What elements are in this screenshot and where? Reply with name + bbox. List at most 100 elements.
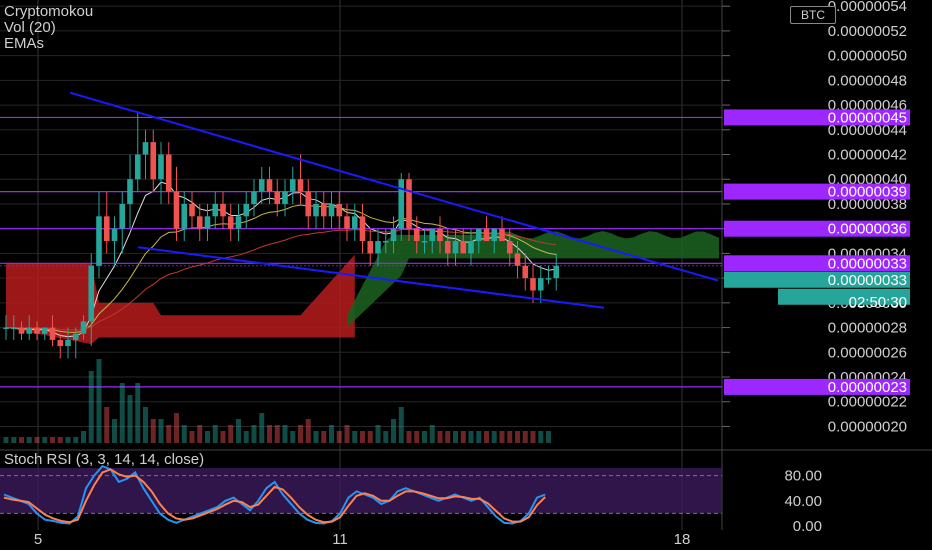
- candle-body: [499, 228, 505, 242]
- horizontal-levels: [0, 116, 722, 388]
- candle-body: [26, 327, 33, 334]
- volume-bar: [81, 431, 86, 443]
- candle-body: [220, 203, 226, 217]
- level-price-badge: [724, 378, 910, 395]
- stoch-k-line: [3, 464, 546, 525]
- level-price-label: 0.00000036: [828, 221, 907, 238]
- candle-body: [227, 216, 234, 229]
- volume-bar: [515, 431, 520, 443]
- volume-bar: [174, 413, 179, 443]
- candle-body: [537, 278, 544, 291]
- currency-badge[interactable]: BTC: [790, 6, 836, 24]
- price-tick-label: 0.00000052: [828, 23, 907, 40]
- candle-body: [359, 216, 366, 242]
- volume-bar: [329, 425, 334, 443]
- candle-body: [57, 339, 64, 347]
- price-tick-label: 0.00000026: [828, 344, 907, 361]
- candle-body: [165, 154, 172, 192]
- volume-bar: [127, 395, 133, 443]
- volume-bar: [19, 437, 24, 443]
- level-price-badge: [724, 255, 910, 272]
- chart-legend: Cryptomokou Vol (20) EMAs: [4, 4, 93, 52]
- volume-bar: [305, 419, 311, 443]
- candlesticks: [3, 111, 560, 359]
- candle-body: [305, 191, 312, 217]
- volume-bar: [112, 419, 117, 443]
- price-axis[interactable]: 0.000000200.000000220.000000240.00000026…: [722, 0, 910, 535]
- candle-body: [173, 191, 180, 229]
- volume-bar: [220, 431, 226, 443]
- stoch-rsi-label[interactable]: Stoch RSI (3, 3, 14, 14, close): [4, 451, 205, 468]
- volume-bar: [499, 431, 505, 443]
- candle-body: [382, 241, 389, 243]
- price-tick-label: 0.00000048: [828, 72, 907, 89]
- candle-body: [289, 179, 296, 192]
- level-price-label: 0.00000045: [828, 109, 907, 126]
- volume-bar: [274, 425, 280, 443]
- price-tick-label: 0.00000050: [828, 48, 907, 65]
- volume-bar: [119, 383, 125, 443]
- candle-body: [530, 278, 536, 291]
- candle-body: [134, 154, 141, 180]
- volume-indicator-label[interactable]: Vol (20): [4, 19, 56, 36]
- price-tick-label: 0.00000054: [828, 0, 907, 15]
- volume-bar: [375, 425, 381, 443]
- candle-body: [282, 191, 288, 204]
- candle-body: [421, 241, 428, 243]
- candle-body: [18, 327, 25, 334]
- candle-body: [49, 327, 56, 340]
- level-price-label: 0.00000023: [828, 379, 907, 396]
- time-tick-label: 11: [332, 531, 348, 548]
- candle-body: [475, 228, 482, 242]
- candle-body: [119, 203, 126, 229]
- volume-bar: [352, 431, 358, 443]
- volume-bar: [468, 431, 474, 443]
- volume-bar: [34, 437, 40, 443]
- volume-bar: [445, 431, 451, 443]
- candle-body: [41, 327, 48, 334]
- symbol-title[interactable]: Cryptomokou: [4, 3, 94, 20]
- time-axis[interactable]: 5 11 18: [34, 531, 691, 548]
- volume-bar: [398, 407, 404, 443]
- volume-bar: [228, 425, 234, 443]
- candle-body: [545, 278, 552, 280]
- price-tick-label: 0.00000022: [828, 394, 907, 411]
- stoch-d-line: [3, 468, 546, 524]
- volume-bar: [158, 419, 164, 443]
- candle-body: [80, 321, 87, 334]
- candle-body: [553, 265, 560, 279]
- stoch-tick-label: 40.00: [784, 493, 822, 510]
- price-tick-label: 0.00000038: [828, 196, 907, 213]
- volume-bar: [344, 425, 350, 443]
- candle-body: [491, 228, 498, 242]
- candle-body: [10, 327, 17, 330]
- last-price-badge: [724, 271, 910, 288]
- volume-bars: [3, 359, 551, 443]
- candle-body: [204, 216, 211, 229]
- volume-bar: [491, 431, 497, 443]
- candle-body: [429, 228, 436, 242]
- volume-bar: [476, 431, 482, 443]
- candle-body: [158, 154, 164, 180]
- candle-body: [522, 265, 529, 279]
- candle-body: [460, 241, 467, 254]
- ema-mid-line: [6, 204, 557, 333]
- volume-bar: [259, 413, 265, 443]
- volume-bar: [73, 437, 79, 443]
- volume-bar: [313, 431, 319, 443]
- candle-body: [483, 228, 490, 242]
- volume-bar: [453, 431, 458, 443]
- candle-body: [150, 142, 157, 180]
- candle-body: [3, 327, 9, 330]
- volume-bar: [484, 431, 489, 443]
- volume-bar: [181, 425, 187, 443]
- ema-indicator-label[interactable]: EMAs: [4, 35, 45, 52]
- volume-bar: [50, 437, 55, 443]
- volume-bar: [522, 431, 528, 443]
- volume-bar: [267, 425, 272, 443]
- level-price-badge: [724, 220, 910, 237]
- level-price-label: 0.00000033: [828, 255, 907, 272]
- trendlines[interactable]: [69, 91, 719, 309]
- candle-body: [297, 179, 304, 192]
